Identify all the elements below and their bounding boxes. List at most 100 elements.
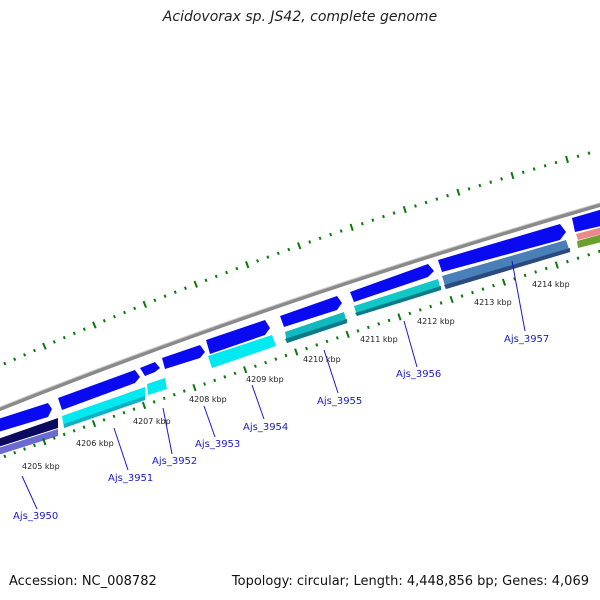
minor-tick: [223, 375, 227, 379]
minor-tick: [172, 392, 176, 397]
kbp-label: 4212 kbp: [417, 317, 455, 326]
kbp-label: 4208 kbp: [189, 395, 227, 404]
minor-tick: [32, 348, 37, 353]
major-tick: [42, 342, 47, 350]
gene-feature[interactable]: [577, 232, 600, 248]
major-tick: [565, 155, 569, 164]
inner-tick-track: [3, 249, 600, 459]
gene-feature[interactable]: [572, 207, 600, 232]
gene-feature[interactable]: [0, 403, 52, 433]
minor-tick: [13, 450, 17, 455]
gene-feature[interactable]: [58, 370, 140, 410]
minor-tick: [489, 180, 493, 184]
backbone-highlight: [0, 202, 600, 408]
minor-tick: [72, 331, 76, 336]
gene-feature[interactable]: [147, 378, 167, 395]
major-tick: [42, 438, 47, 446]
gene-name[interactable]: Ajs_3951: [108, 473, 153, 484]
major-tick: [141, 401, 147, 410]
gene-feature[interactable]: [280, 296, 342, 327]
major-tick: [449, 295, 454, 304]
major-tick: [554, 261, 559, 269]
minor-tick: [235, 266, 239, 271]
gene-feature[interactable]: [64, 396, 145, 428]
kbp-label: 4205 kbp: [22, 462, 60, 471]
gene-feature[interactable]: [576, 225, 600, 240]
minor-tick: [132, 407, 136, 411]
minor-tick: [256, 259, 260, 263]
minor-tick: [112, 414, 116, 419]
minor-tick: [335, 336, 339, 340]
minor-tick: [225, 270, 229, 275]
minor-tick: [213, 378, 217, 383]
major-tick: [243, 366, 248, 374]
major-tick: [402, 205, 407, 214]
gene-name[interactable]: Ajs_3957: [504, 334, 549, 345]
minor-tick: [82, 327, 86, 331]
major-tick: [245, 261, 250, 269]
gene-feature[interactable]: [350, 264, 434, 302]
minor-tick: [274, 357, 278, 361]
minor-tick: [521, 170, 525, 174]
gene-feature[interactable]: [206, 320, 270, 354]
kbp-label: 4207 kbp: [133, 417, 171, 426]
minor-tick: [471, 290, 474, 295]
gene-name[interactable]: Ajs_3956: [396, 369, 441, 380]
gene-name[interactable]: Ajs_3953: [195, 439, 240, 450]
minor-tick: [446, 193, 449, 198]
minor-tick: [587, 151, 591, 155]
minor-tick: [72, 429, 76, 433]
minor-tick: [513, 277, 516, 281]
gene-feature[interactable]: [0, 418, 58, 448]
minor-tick: [284, 353, 288, 358]
gene-feature[interactable]: [444, 248, 570, 289]
minor-tick: [123, 310, 127, 315]
major-tick: [294, 348, 299, 356]
minor-tick: [576, 256, 580, 260]
minor-tick: [23, 353, 27, 357]
minor-tick: [102, 319, 106, 323]
major-tick: [297, 242, 302, 250]
minor-tick: [467, 187, 471, 191]
minor-tick: [315, 343, 319, 347]
minor-tick: [356, 329, 360, 333]
gene-feature[interactable]: [140, 362, 160, 376]
minor-tick: [387, 318, 391, 323]
minor-tick: [305, 346, 308, 351]
minor-tick: [534, 270, 538, 274]
outer-dot-track: [3, 151, 591, 366]
minor-tick: [543, 164, 547, 168]
minor-tick: [32, 443, 36, 448]
minor-tick: [478, 183, 482, 188]
minor-tick: [162, 396, 166, 401]
gene-feature[interactable]: [285, 319, 347, 343]
gene-feature[interactable]: [438, 224, 566, 272]
minor-tick: [133, 306, 137, 311]
minor-tick: [392, 211, 396, 215]
minor-tick: [460, 294, 464, 298]
gene-feature[interactable]: [208, 335, 276, 368]
gene-feature[interactable]: [162, 345, 205, 369]
major-tick: [510, 171, 515, 180]
minor-tick: [204, 278, 208, 283]
gene-name[interactable]: Ajs_3952: [152, 456, 197, 467]
kbp-label: 4206 kbp: [76, 439, 114, 448]
minor-tick: [418, 308, 422, 312]
gene-name[interactable]: Ajs_3950: [13, 511, 58, 522]
kbp-label: 4209 kbp: [246, 375, 284, 384]
minor-tick: [382, 214, 385, 219]
minor-tick: [554, 160, 558, 165]
minor-tick: [3, 361, 7, 366]
minor-tick: [576, 154, 580, 158]
minor-tick: [371, 218, 375, 222]
gene-name[interactable]: Ajs_3955: [317, 396, 362, 407]
accession-text: Accession: NC_008782: [9, 574, 157, 589]
major-tick: [345, 330, 350, 339]
minor-tick: [360, 221, 364, 226]
gene-feature[interactable]: [0, 429, 58, 456]
gene-name[interactable]: Ajs_3954: [243, 422, 288, 433]
minor-tick: [587, 253, 591, 257]
minor-tick: [435, 197, 439, 201]
minor-tick: [329, 232, 333, 237]
gene-feature[interactable]: [355, 286, 441, 316]
